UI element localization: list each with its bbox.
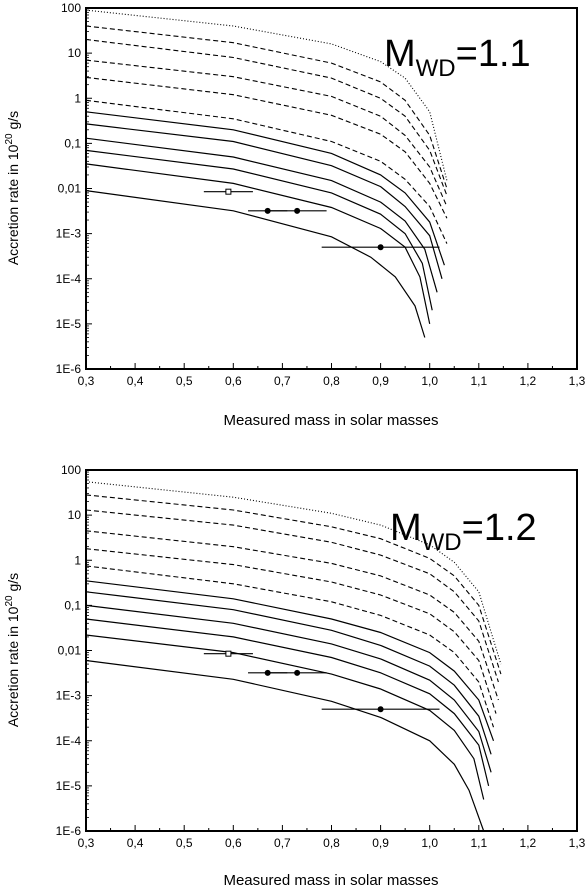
x-tick-label: 1,0: [421, 836, 438, 850]
series-curve-10: [85, 634, 485, 800]
chart-mwd-1-1: 0,3 0,4 0,5 0,6 0,7 0,8 0,9 1,0 1,1 1,2 1,3 1E-61E…: [4, 1, 586, 429]
y-axis-title-prefix: Accretion rate in 10: [5, 144, 21, 265]
y-tick-label: 0,1: [64, 136, 81, 150]
x-tick-label: 0,8: [323, 836, 340, 850]
series-curve-8: [85, 604, 492, 773]
y-tick-label: 10: [68, 508, 82, 522]
series-curve-11: [85, 659, 485, 832]
data-point-circle-3: [377, 244, 384, 251]
y-tick-label: 1E-3: [56, 689, 82, 703]
x-tick-label: 0,4: [127, 836, 144, 850]
data-point-circle-2: [294, 669, 301, 676]
x-tick-label: 0,7: [274, 374, 291, 388]
series-curve-1: [85, 25, 448, 189]
x-tick-label: 1,3: [569, 374, 586, 388]
mwd-annotation-subscript: WD: [422, 529, 462, 556]
y-tick-label: 1E-6: [56, 824, 82, 838]
series-curve-11: [85, 190, 426, 338]
x-tick-label: 0,4: [127, 374, 144, 388]
y-tick-label: 100: [61, 463, 81, 477]
x-tick-label: 0,3: [78, 836, 95, 850]
y-tick-label: 0,01: [58, 182, 82, 196]
y-axis-title-prefix: Accretion rate in 10: [5, 606, 21, 727]
data-point-square-0: [225, 650, 232, 657]
x-axis-title: Measured mass in solar masses: [223, 412, 438, 429]
y-axis-title-superscript: 20: [4, 133, 15, 145]
y-axis-ticks: 1E-6 1E-5 1E-4 1E-3 0,01 0,1 1 10 100: [56, 463, 92, 838]
mwd-annotation-suffix: =1.2: [462, 507, 537, 549]
x-tick-label: 1,2: [520, 374, 537, 388]
series-layer: [85, 481, 502, 832]
series-curve-7: [85, 123, 443, 279]
series-curve-8: [85, 137, 438, 293]
y-tick-label: 1E-5: [56, 779, 82, 793]
x-axis-ticks: 0,3 0,4 0,5 0,6 0,7 0,8 0,9 1,0 1,1 1,2 1,3: [78, 363, 586, 388]
x-tick-label: 1,1: [470, 836, 487, 850]
series-curve-6: [85, 580, 495, 742]
x-tick-label: 1,0: [421, 374, 438, 388]
mwd-annotation-main: M: [384, 33, 416, 75]
y-tick-label: 10: [68, 46, 82, 60]
y-tick-label: 1E-6: [56, 362, 82, 376]
mwd-annotation-suffix: =1.1: [456, 33, 531, 75]
data-point-circle-3: [377, 706, 384, 713]
x-tick-label: 0,9: [372, 836, 389, 850]
series-curve-2: [85, 38, 448, 196]
y-tick-label: 100: [61, 1, 81, 15]
x-tick-label: 0,7: [274, 836, 291, 850]
mwd-annotation-main: M: [390, 507, 422, 549]
x-tick-label: 0,8: [323, 374, 340, 388]
data-point-square-0: [225, 188, 232, 195]
y-tick-label: 0,01: [58, 644, 82, 658]
series-curve-6: [85, 111, 445, 266]
y-axis-title-superscript: 20: [4, 595, 15, 607]
y-tick-label: 1: [74, 553, 81, 567]
series-curve-4: [85, 548, 497, 714]
x-axis-title: Measured mass in solar masses: [223, 872, 438, 888]
points-layer: [203, 650, 440, 713]
x-tick-label: 0,6: [225, 374, 242, 388]
series-curve-10: [85, 163, 431, 325]
x-tick-label: 0,5: [176, 374, 193, 388]
series-curve-3: [85, 530, 499, 701]
y-tick-label: 1E-5: [56, 317, 82, 331]
series-layer: [85, 9, 448, 338]
x-tick-label: 0,3: [78, 374, 95, 388]
chart-mwd-1-2: 0,3 0,4 0,5 0,6 0,7 0,8 0,9 1,0 1,1 1,2 1,3 1E-61E…: [4, 463, 586, 888]
y-tick-label: 1: [74, 91, 81, 105]
x-axis-ticks: 0,3 0,4 0,5 0,6 0,7 0,8 0,9 1,0 1,1 1,2 1,3: [78, 825, 586, 850]
y-axis-title: Accretion rate in 1020 g/s: [4, 573, 21, 727]
x-tick-label: 0,6: [225, 836, 242, 850]
series-curve-3: [85, 59, 448, 207]
x-tick-label: 0,5: [176, 836, 193, 850]
x-tick-label: 0,9: [372, 374, 389, 388]
series-curve-2: [85, 509, 499, 683]
y-axis-ticks: 1E-6 1E-5 1E-4 1E-3 0,01 0,1 1 10 100: [56, 1, 92, 376]
y-tick-label: 1E-4: [56, 272, 82, 286]
series-curve-0: [85, 9, 448, 181]
x-tick-label: 1,1: [470, 374, 487, 388]
mwd-annotation: MWD=1.2: [390, 507, 537, 556]
y-axis-title-suffix: g/s: [5, 111, 21, 134]
data-point-circle-2: [294, 207, 301, 214]
series-curve-9: [85, 149, 433, 311]
y-axis-title: Accretion rate in 1020 g/s: [4, 111, 21, 265]
y-axis-title-suffix: g/s: [5, 573, 21, 596]
x-tick-label: 1,2: [520, 836, 537, 850]
series-curve-9: [85, 618, 490, 787]
series-curve-1: [85, 494, 502, 675]
series-curve-0: [85, 481, 502, 665]
series-curve-4: [85, 76, 448, 219]
y-tick-label: 0,1: [64, 598, 81, 612]
x-tick-label: 1,3: [569, 836, 586, 850]
mwd-annotation: MWD=1.1: [384, 33, 531, 82]
series-curve-5: [85, 99, 448, 244]
y-tick-label: 1E-4: [56, 734, 82, 748]
y-tick-label: 1E-3: [56, 227, 82, 241]
mwd-annotation-subscript: WD: [416, 55, 456, 82]
series-curve-7: [85, 591, 492, 755]
series-curve-5: [85, 565, 495, 728]
points-layer: [203, 188, 440, 251]
